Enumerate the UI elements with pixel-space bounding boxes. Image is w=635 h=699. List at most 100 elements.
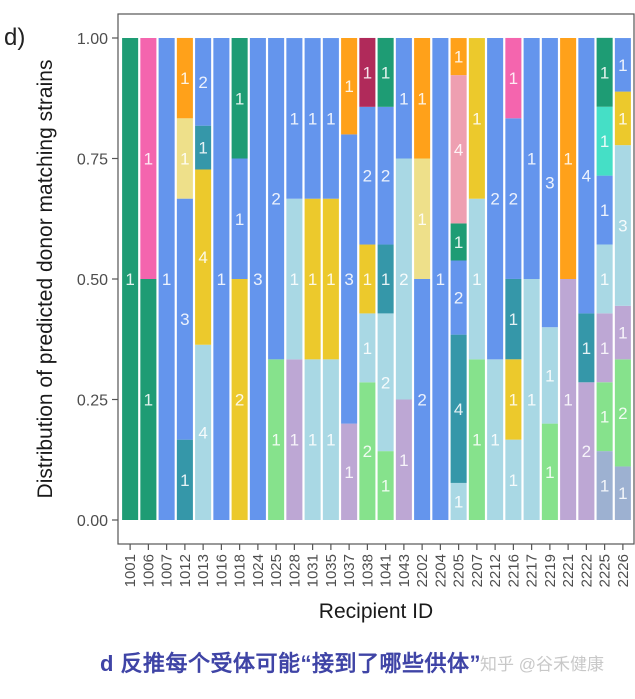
x-tick-label: 2222 xyxy=(578,554,595,587)
segment-count-label: 1 xyxy=(436,270,445,289)
bar-2226: 1 2 1 3 1 1 xyxy=(614,38,631,520)
x-tick-label: 1031 xyxy=(305,554,322,587)
segment-count-label: 4 xyxy=(582,167,591,186)
bar-2222: 2 1 4 xyxy=(578,38,595,520)
segment-count-label: 1 xyxy=(509,69,518,88)
bar-1035: 1 1 1 xyxy=(322,38,339,520)
segment-count-label: 1 xyxy=(308,270,317,289)
bar-segment xyxy=(468,38,485,199)
segment-count-label: 1 xyxy=(600,477,609,496)
bar-segment xyxy=(450,482,467,520)
bar-segment xyxy=(195,125,212,170)
x-tick-label: 2217 xyxy=(524,554,541,587)
bar-segment xyxy=(505,439,522,520)
bar-segment xyxy=(505,118,522,279)
bar-segment xyxy=(176,439,193,520)
segment-count-label: 2 xyxy=(381,167,390,186)
bar-segment xyxy=(341,134,358,424)
bar-1028: 1 1 1 xyxy=(286,38,303,520)
segment-count-label: 1 xyxy=(271,431,280,450)
bar-segment xyxy=(468,198,485,360)
x-tick-label: 1018 xyxy=(232,554,249,587)
bar-segment xyxy=(176,37,193,119)
segment-count-label: 1 xyxy=(600,270,609,289)
bar-2207: 1 1 1 xyxy=(468,38,485,520)
segment-count-label: 1 xyxy=(563,150,572,169)
bar-segment xyxy=(377,106,394,245)
segment-count-label: 1 xyxy=(472,270,481,289)
x-tick-label: 2225 xyxy=(597,554,614,587)
bar-segment xyxy=(596,313,613,383)
bar-segment xyxy=(304,198,321,360)
segment-count-label: 1 xyxy=(618,324,627,343)
segment-count-label: 1 xyxy=(490,431,499,450)
segment-count-label: 1 xyxy=(618,56,627,75)
bar-1001: 1 xyxy=(122,38,139,520)
bar-segment xyxy=(414,38,431,159)
y-tick-label: 0.00 xyxy=(77,513,108,530)
bar-segment xyxy=(286,198,303,360)
segment-count-label: 2 xyxy=(454,289,463,308)
bar-segment xyxy=(359,244,376,314)
bar-segment xyxy=(359,382,376,520)
bar-2221: 11 xyxy=(560,38,577,520)
segment-count-label: 1 xyxy=(144,391,153,410)
bar-segment xyxy=(614,305,631,360)
segment-count-label: 2 xyxy=(271,190,280,209)
segment-count-label: 2 xyxy=(198,73,207,92)
segment-count-label: 1 xyxy=(125,270,134,289)
x-tick-label: 1025 xyxy=(268,554,285,587)
bar-1012: 1 3 1 1 xyxy=(176,37,193,520)
segment-count-label: 1 xyxy=(217,270,226,289)
x-tick-label: 2202 xyxy=(414,554,431,587)
segment-count-label: 1 xyxy=(600,132,609,151)
segment-count-label: 3 xyxy=(344,270,353,289)
bar-segment xyxy=(450,38,467,76)
segment-count-label: 2 xyxy=(235,391,244,410)
stacked-bar-chart: 1111131144121211312111111111131211211212… xyxy=(77,13,635,587)
bar-segment xyxy=(122,38,139,520)
x-tick-label: 2204 xyxy=(432,554,449,587)
x-tick-label: 2219 xyxy=(542,554,559,587)
bar-segment xyxy=(359,106,376,245)
segment-count-label: 1 xyxy=(509,310,518,329)
bar-1007: 1 xyxy=(158,38,175,520)
x-tick-label: 1016 xyxy=(213,554,230,587)
bar-segment xyxy=(596,451,613,520)
segment-count-label: 4 xyxy=(454,140,463,159)
segment-count-label: 4 xyxy=(198,423,207,442)
x-tick-label: 1037 xyxy=(341,554,358,587)
segment-count-label: 1 xyxy=(600,339,609,358)
bar-segment xyxy=(541,38,558,328)
bar-segment xyxy=(487,359,504,520)
bar-segment xyxy=(140,38,157,279)
segment-count-label: 3 xyxy=(253,270,262,289)
segment-count-label: 1 xyxy=(290,431,299,450)
segment-count-label: 1 xyxy=(381,270,390,289)
segment-count-label: 1 xyxy=(472,431,481,450)
bar-2202: 2 1 1 xyxy=(414,38,431,520)
segment-count-label: 1 xyxy=(454,48,463,67)
bar-segment xyxy=(450,75,467,224)
x-tick-label: 1028 xyxy=(286,554,303,587)
segment-count-label: 4 xyxy=(454,400,463,419)
bar-1025: 12 xyxy=(268,38,285,520)
x-tick-label: 1001 xyxy=(122,554,139,587)
bar-segment xyxy=(377,244,394,314)
x-axis-title: Recipient ID xyxy=(318,600,434,623)
segment-count-label: 3 xyxy=(545,174,554,193)
bar-segment xyxy=(541,327,558,424)
segment-count-label: 2 xyxy=(490,190,499,209)
y-tick-label: 1.00 xyxy=(77,31,108,48)
segment-count-label: 1 xyxy=(454,492,463,511)
segment-count-label: 2 xyxy=(618,404,627,423)
bar-2217: 11 xyxy=(523,38,540,520)
bar-segment xyxy=(286,359,303,520)
segment-count-label: 1 xyxy=(381,63,390,82)
segment-count-label: 1 xyxy=(618,484,627,503)
bar-1041: 1 2 1 2 1 xyxy=(377,37,394,520)
bar-segment xyxy=(195,169,212,345)
segment-count-label: 1 xyxy=(235,89,244,108)
x-tick-label: 2221 xyxy=(560,554,577,587)
bar-1016: 1 xyxy=(213,38,230,520)
